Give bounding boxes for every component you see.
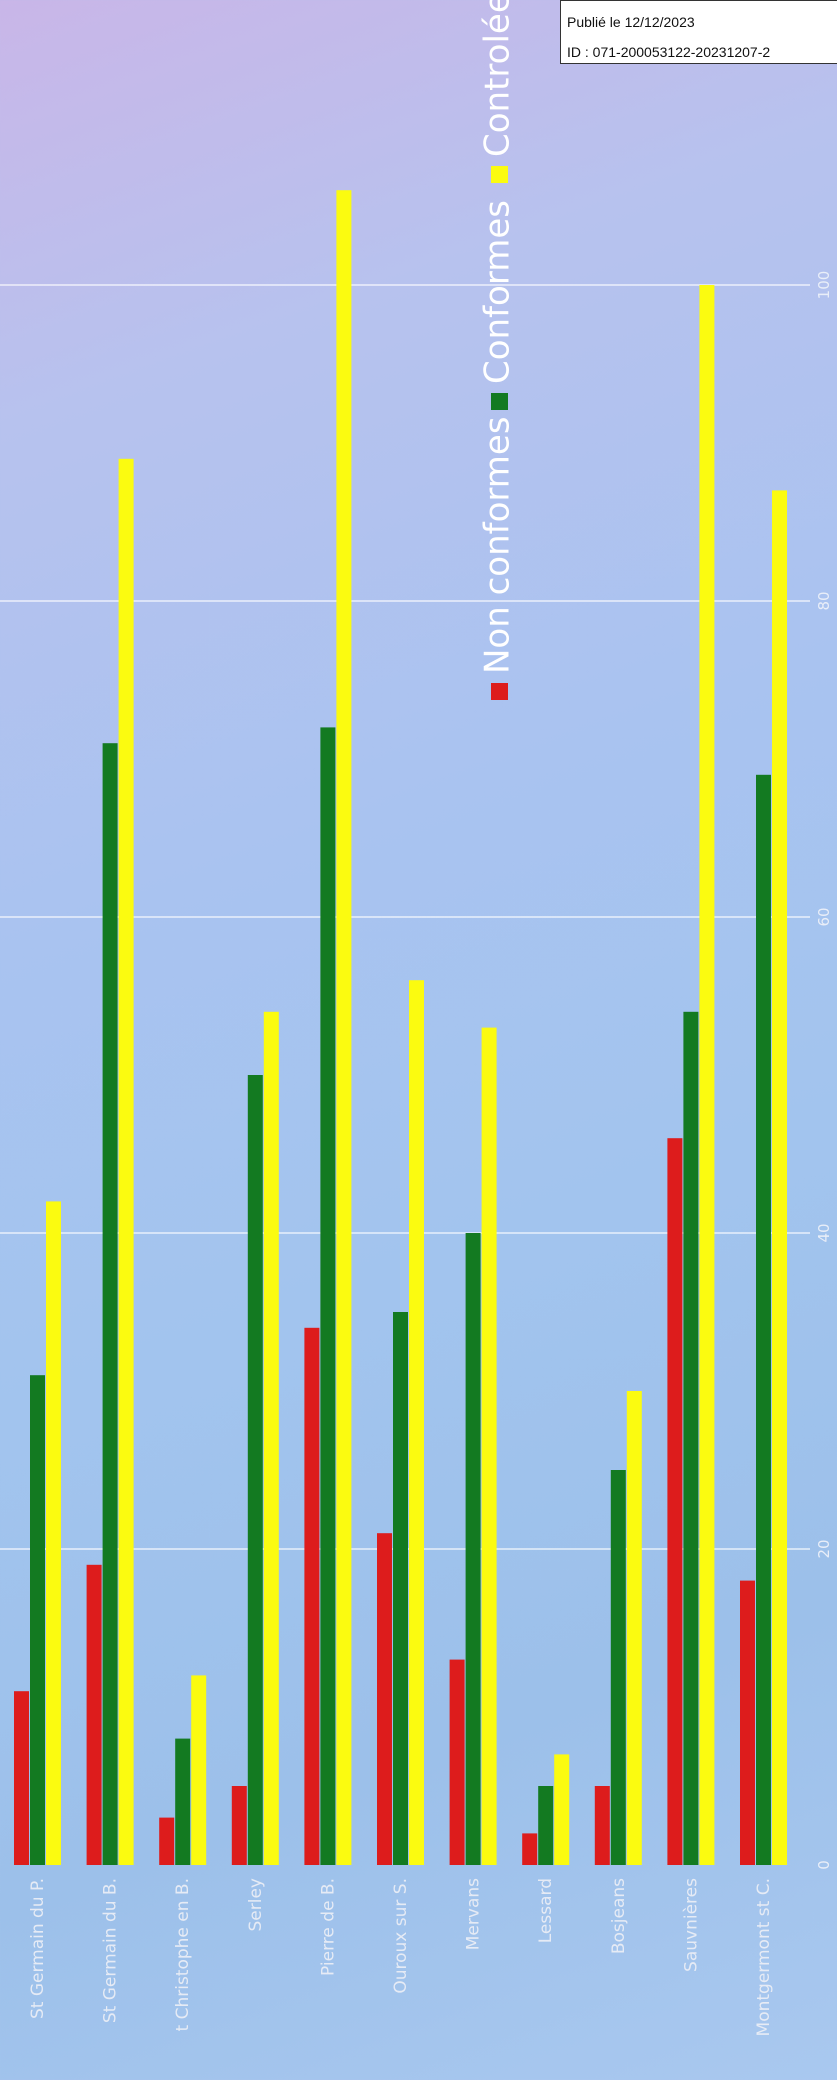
bar-controlees-serley [263,1011,279,1865]
bar-conformes-serley [247,1075,263,1865]
bar-controlees-ouroux-sur-s [409,980,424,1865]
bar-conformes-sauvnieres [683,1011,699,1865]
category-label-sauvnieres: Sauvnières [681,1878,701,1972]
legend: Non conformes Conformes Controlées [478,0,518,700]
bar-controlees-sauvnieres [699,285,715,1865]
tick-label-20: 20 [815,1539,833,1558]
category-labels: St Germain du P. St Germain du B. t Christ… [28,1878,774,2037]
bar-non-conformes-sauvnieres [667,1138,683,1865]
legend-label-non-conformes: Non conformes [478,416,518,674]
tick-label-100: 100 [815,271,833,300]
bar-conformes-lessard [538,1786,554,1865]
bar-conformes-mervans [465,1233,481,1865]
bar-non-conformes-st-germain-du-b [86,1564,102,1865]
document-id: ID : 071-200053122-20231207-2 [567,44,771,60]
category-label-bosjeans: Bosjeans [609,1878,629,1954]
legend-label-conformes: Conformes [478,200,518,384]
published-date: Publié le 12/12/2023 [567,14,695,30]
bar-controlees-bosjeans [626,1391,642,1865]
bar-conformes-pierre-de-b [320,727,336,1865]
bar-controlees-montgermont-st-c [772,490,787,1865]
bar-conformes-ouroux-sur-s [393,1312,408,1865]
legend-swatch-non-conformes [491,683,508,700]
tick-label-80: 80 [815,591,833,610]
bar-non-conformes-t-christophe-en-b [159,1817,175,1865]
tick-label-40: 40 [815,1223,833,1242]
category-label-pierre-de-b: Pierre de B. [318,1878,338,1976]
tick-label-0: 0 [815,1860,833,1870]
bar-controlees-st-germain-du-p [46,1201,61,1865]
bar-controlees-st-germain-du-b [118,458,134,1865]
bar-controlees-t-christophe-en-b [191,1675,207,1865]
legend-swatch-conformes [491,393,508,410]
category-label-t-christophe-en-b: t Christophe en B. [173,1878,193,2031]
legend-swatch-controlees [491,166,508,183]
legend-label-controlees: Controlées [478,0,518,157]
bar-controlees-pierre-de-b [336,190,352,1866]
category-label-montgermont-st-c: Montgermont st C. [754,1878,774,2036]
bar-conformes-montgermont-st-c [756,774,771,1865]
category-label-st-germain-du-p: St Germain du P. [28,1878,48,2019]
bars [14,190,787,1866]
category-label-mervans: Mervans [464,1878,484,1950]
category-label-lessard: Lessard [536,1878,556,1943]
bar-non-conformes-ouroux-sur-s [377,1533,392,1865]
bar-non-conformes-bosjeans [594,1786,610,1865]
bar-non-conformes-mervans [449,1659,465,1865]
bar-controlees-mervans [481,1027,497,1865]
bar-controlees-lessard [554,1754,570,1865]
bar-conformes-t-christophe-en-b [175,1738,191,1865]
bar-non-conformes-pierre-de-b [304,1327,320,1865]
bar-non-conformes-st-germain-du-p [14,1691,29,1865]
bar-non-conformes-montgermont-st-c [740,1580,755,1865]
tick-labels: 0 20 40 60 80 100 [815,271,833,1870]
bar-non-conformes-serley [231,1786,247,1865]
bar-non-conformes-lessard [522,1833,538,1865]
bar-conformes-bosjeans [610,1470,626,1865]
publication-stamp: Publié le 12/12/2023 ID : 071-200053122-… [560,0,837,64]
bar-conformes-st-germain-du-b [102,743,118,1866]
category-label-serley: Serley [246,1878,266,1931]
bar-conformes-st-germain-du-p [30,1375,45,1865]
tick-label-60: 60 [815,907,833,926]
category-label-st-germain-du-b: St Germain du B. [101,1878,121,2023]
category-label-ouroux-sur-s: Ouroux sur S. [391,1878,411,1994]
